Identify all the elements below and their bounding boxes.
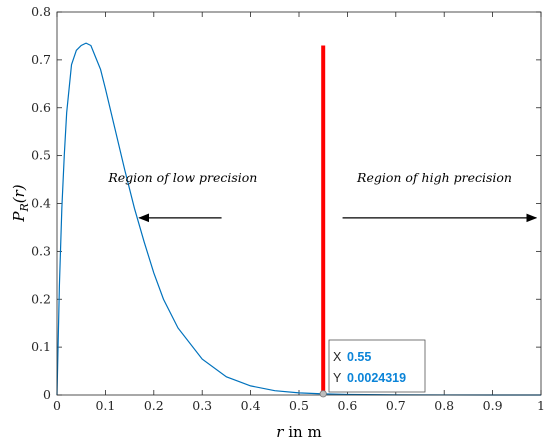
- datatip-y-value: 0.0024319: [347, 371, 406, 385]
- x-axis-label-rest: in m: [283, 423, 321, 441]
- x-axis-label: r in m: [276, 423, 321, 441]
- x-tick-label: 0.7: [386, 398, 406, 413]
- y-axis-label-arg: (r): [10, 184, 28, 203]
- y-tick-label: 0.1: [31, 339, 51, 354]
- annotation-low-precision: Region of low precision: [107, 170, 257, 185]
- y-axis-label: PR(r): [10, 184, 31, 222]
- x-tick-label: 0.3: [192, 398, 212, 413]
- x-tick-label: 1: [537, 398, 545, 413]
- x-tick-label: 0: [53, 398, 61, 413]
- x-tick-label: 0.6: [337, 398, 357, 413]
- axes-frame: [56, 11, 542, 396]
- x-tick-label: 0.5: [289, 398, 309, 413]
- y-tick-label: 0.4: [31, 196, 51, 211]
- y-tick-label: 0.8: [31, 4, 51, 19]
- y-tick-label: 0.2: [31, 291, 51, 306]
- x-tick-label: 0.2: [144, 398, 164, 413]
- datatip-x-key: X: [333, 350, 342, 364]
- y-tick-label: 0.5: [31, 148, 51, 163]
- datatip-marker[interactable]: [319, 390, 327, 398]
- x-tick-label: 0.8: [434, 398, 454, 413]
- y-tick-label: 0.7: [31, 52, 51, 67]
- x-tick-label: 0.9: [483, 398, 503, 413]
- datatip-y-key: Y: [333, 371, 342, 385]
- ticks-layer: 0 0.1 0.2 0.3 0.4 0.5 0.6 0.7 0.8 0.9 1 0 0.1 0.2 0.3 0…: [31, 4, 545, 413]
- x-axis-label-var: r: [276, 423, 284, 441]
- y-tick-label: 0: [43, 387, 51, 402]
- datatip[interactable]: X 0.55 Y 0.0024319: [319, 339, 426, 398]
- x-tick-label: 0.4: [241, 398, 261, 413]
- y-axis-label-sub: R: [18, 203, 31, 212]
- y-tick-label: 0.3: [31, 243, 51, 258]
- annotation-high-precision: Region of high precision: [356, 170, 512, 185]
- x-tick-label: 0.1: [95, 398, 115, 413]
- y-axis-label-main: P: [10, 211, 28, 223]
- datatip-box: [328, 339, 426, 393]
- datatip-x-value: 0.55: [347, 350, 371, 364]
- y-tick-label: 0.6: [31, 100, 51, 115]
- plot-area-background: [57, 12, 541, 395]
